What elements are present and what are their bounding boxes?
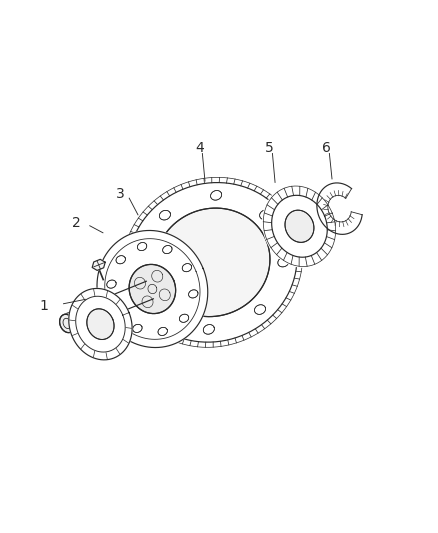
Text: 4: 4	[195, 141, 204, 155]
Polygon shape	[97, 230, 208, 348]
Polygon shape	[278, 257, 289, 267]
Polygon shape	[263, 185, 336, 267]
Text: 2: 2	[72, 216, 81, 230]
Polygon shape	[138, 243, 147, 251]
Polygon shape	[129, 264, 176, 313]
Polygon shape	[133, 325, 142, 333]
Polygon shape	[154, 305, 165, 315]
Polygon shape	[179, 314, 189, 322]
Polygon shape	[162, 246, 172, 254]
Text: 6: 6	[322, 141, 331, 155]
Polygon shape	[155, 208, 270, 317]
Polygon shape	[182, 264, 191, 272]
Polygon shape	[189, 290, 198, 298]
Text: 3: 3	[116, 187, 125, 201]
Polygon shape	[203, 325, 214, 334]
Polygon shape	[158, 327, 167, 336]
Polygon shape	[254, 305, 265, 314]
Text: 1: 1	[39, 299, 48, 313]
Polygon shape	[316, 182, 363, 236]
Polygon shape	[123, 178, 302, 347]
Polygon shape	[87, 309, 114, 340]
Polygon shape	[260, 210, 271, 220]
Polygon shape	[159, 211, 170, 220]
Polygon shape	[211, 190, 222, 200]
Polygon shape	[116, 256, 125, 264]
Text: 5: 5	[265, 141, 274, 155]
Polygon shape	[69, 288, 132, 360]
Polygon shape	[136, 258, 147, 268]
Polygon shape	[285, 210, 314, 243]
Polygon shape	[60, 314, 74, 333]
Polygon shape	[92, 260, 105, 270]
Polygon shape	[107, 280, 116, 288]
Polygon shape	[113, 306, 123, 314]
